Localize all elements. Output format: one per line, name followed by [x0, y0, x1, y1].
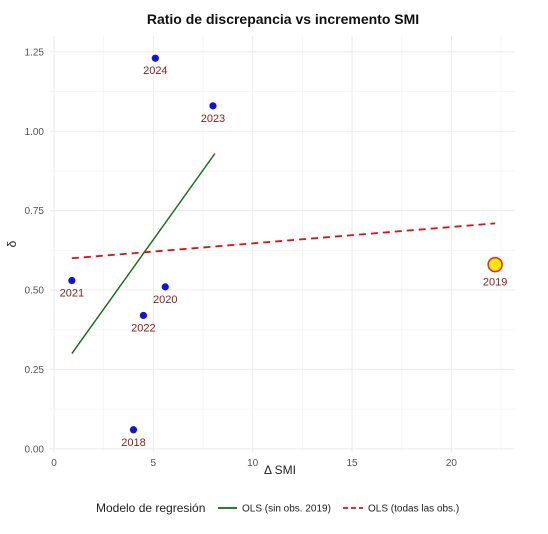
y-tick-label: 0.25: [25, 365, 45, 376]
x-tick-label: 0: [51, 458, 57, 469]
point-label-2018: 2018: [121, 437, 145, 449]
y-tick-label: 1.00: [25, 127, 45, 138]
point-2021: [68, 276, 76, 285]
axis-ticks: 0 5 10 15 20 0.00 0.25 0.50 0.75 1.00 1.25: [25, 47, 458, 469]
legend-entry-label: OLS (sin obs. 2019): [242, 504, 331, 515]
point-label-2024: 2024: [143, 65, 167, 77]
x-tick-label: 10: [247, 458, 259, 469]
chart-title: Ratio de discrepancia vs incremento SMI: [147, 11, 419, 27]
point-labels: 2018 2020 2021 2022 2023 2024 2019: [60, 65, 508, 449]
regression-lines: [71, 153, 496, 354]
x-tick-label: 20: [446, 458, 458, 469]
point-2022: [139, 311, 147, 320]
y-tick-label: 0.50: [25, 286, 45, 297]
ols-excl-2019-line: [71, 153, 216, 354]
legend-entry-label: OLS (todas las obs.): [368, 504, 459, 515]
point-2024: [151, 54, 159, 62]
ols-all-line: [71, 222, 496, 260]
legend: Modelo de regresión OLS (sin obs. 2019) O…: [96, 501, 459, 515]
point-label-2022: 2022: [131, 322, 155, 334]
data-points: [68, 54, 503, 434]
y-tick-label: 0.75: [25, 206, 45, 217]
y-tick-label: 1.25: [25, 47, 45, 58]
y-tick-label: 0.00: [25, 444, 45, 455]
point-label-2019: 2019: [483, 277, 507, 289]
y-axis-label: δ: [5, 240, 19, 247]
legend-title: Modelo de regresión: [96, 501, 205, 515]
x-tick-label: 5: [151, 458, 157, 469]
point-2019-highlighted: [487, 256, 503, 273]
point-2018: [129, 426, 138, 434]
point-2023: [209, 102, 217, 110]
point-label-2023: 2023: [201, 113, 225, 125]
point-2020: [161, 283, 169, 291]
point-label-2021: 2021: [60, 288, 84, 300]
point-label-2020: 2020: [153, 294, 177, 306]
grid: [50, 36, 515, 452]
x-axis-label: Δ SMI: [264, 463, 296, 477]
x-tick-label: 15: [346, 458, 358, 469]
